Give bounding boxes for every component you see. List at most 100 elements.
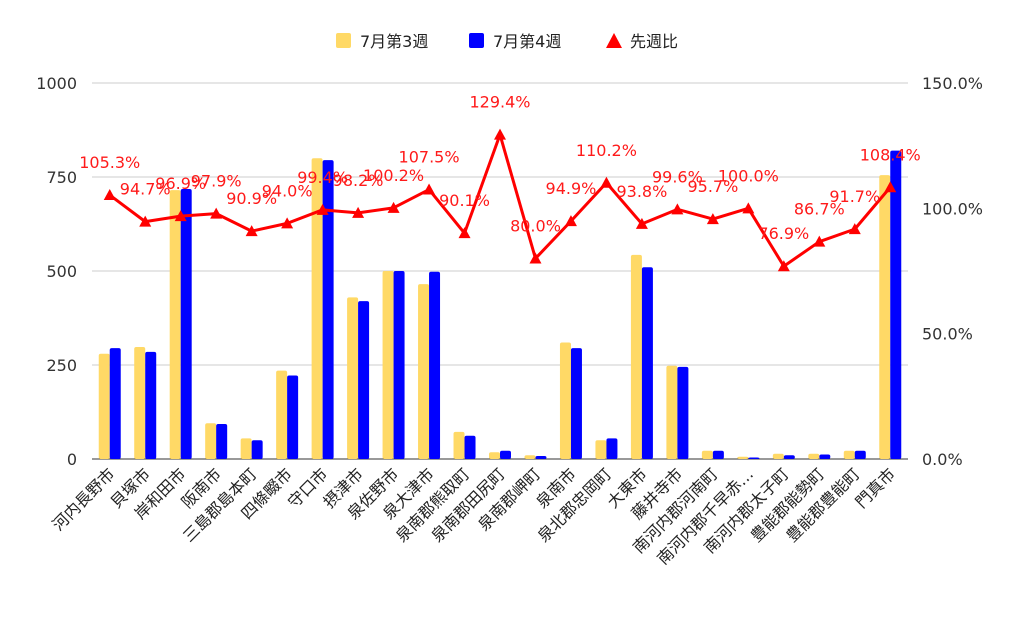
ratio-marker (103, 189, 116, 201)
ratio-marker (423, 183, 436, 195)
ratio-data-label: 100.0% (718, 166, 779, 185)
ratio-data-label: 97.9% (191, 172, 242, 191)
ratio-data-label: 93.8% (616, 182, 667, 201)
ratio-marker (777, 260, 790, 272)
bar-7w3 (843, 450, 855, 459)
ratio-data-label: 108.4% (860, 145, 921, 164)
bar-7w3 (418, 284, 430, 459)
bar-7w3 (134, 346, 146, 459)
x-tick-label: 守口市 (284, 464, 331, 511)
bar-7w4 (500, 450, 511, 459)
ratio-marker (458, 227, 471, 239)
ratio-data-label: 90.1% (439, 191, 490, 210)
bar-7w4 (783, 455, 795, 459)
ratio-data-label: 99.4% (297, 168, 348, 187)
bar-7w4 (145, 351, 157, 459)
bar-7w4 (464, 435, 476, 459)
ratio-marker (706, 213, 719, 225)
ratio-marker (352, 206, 365, 218)
bar-7w3 (595, 440, 607, 459)
bar-7w4 (393, 271, 405, 459)
ratio-marker (635, 217, 648, 229)
y-right-tick-label: 100.0% (922, 199, 983, 218)
bar-7w3 (205, 423, 217, 459)
bar-7w3 (382, 271, 394, 459)
ratio-data-label: 94.0% (262, 181, 313, 200)
y-left-tick-label: 0 (67, 450, 77, 469)
legend-swatch (606, 33, 622, 48)
y-axis-right: 0.0% 50.0% 100.0% 150.0% (922, 74, 983, 469)
bar-7w4 (641, 267, 653, 459)
bar-7w3 (879, 175, 891, 459)
bar-7w3 (240, 438, 252, 459)
ratio-data-label: 98.2% (333, 171, 384, 190)
y-right-tick-label: 150.0% (922, 74, 983, 93)
ratio-data-label: 80.0% (510, 216, 561, 235)
ratio-marker (245, 225, 258, 237)
ratio-data-label: 86.7% (794, 200, 845, 219)
x-tick-label: 門真市 (852, 464, 899, 511)
bar-7w3 (169, 190, 181, 459)
ratio-data-label: 100.2% (363, 166, 424, 185)
y-left-tick-label: 500 (46, 262, 77, 281)
bar-7w4 (748, 457, 760, 459)
bar-7w4 (712, 450, 724, 459)
y-left-tick-label: 250 (46, 356, 77, 375)
ratio-marker (281, 217, 294, 229)
ratio-marker (884, 181, 897, 193)
bar-7w3 (666, 365, 678, 459)
ratio-data-label: 107.5% (399, 148, 460, 167)
legend-swatch (336, 33, 351, 48)
ratio-marker (813, 235, 826, 247)
ratio-marker (316, 203, 329, 215)
bar-7w3 (276, 370, 288, 459)
ratio-marker (494, 128, 506, 140)
bar-7w3 (98, 353, 110, 459)
y-left-tick-label: 1000 (36, 74, 77, 93)
ratio-data-label: 94.9% (546, 179, 597, 198)
ratio-data-label: 105.3% (79, 153, 140, 172)
ratio-line: 105.3% 94.7%96.9%97.9%90.9%94.0%99.4%98.2… (79, 93, 921, 272)
bar-7w4 (216, 424, 228, 459)
bar-7w4 (180, 189, 192, 460)
bar-7w3 (489, 452, 500, 459)
ratio-data-label: 110.2% (576, 141, 637, 160)
ratio-data-label: 94.7% (120, 180, 171, 199)
bars (98, 150, 902, 460)
bar-7w3 (453, 431, 465, 459)
ratio-data-label: 129.4% (469, 93, 530, 112)
bar-7w4 (358, 301, 370, 459)
ratio-marker (529, 252, 542, 264)
bar-7w4 (606, 438, 618, 459)
bar-7w3 (772, 453, 784, 459)
legend-label: 7月第3週 (360, 32, 428, 51)
bar-7w4 (677, 366, 689, 459)
bar-7w4 (429, 271, 441, 459)
ratio-data-label: 99.6% (652, 167, 703, 186)
legend: 7月第3週 7月第4週 先週比 (336, 32, 678, 51)
y-left-tick-label: 750 (46, 168, 77, 187)
ratio-marker (671, 203, 684, 215)
legend-label: 7月第4週 (493, 32, 561, 51)
bar-7w3 (311, 158, 323, 459)
ratio-marker (600, 176, 613, 188)
bar-7w4 (854, 450, 866, 459)
ratio-data-label: 76.9% (758, 224, 809, 243)
y-right-tick-label: 50.0% (922, 325, 973, 344)
bar-7w4 (109, 348, 121, 459)
bar-7w4 (819, 454, 831, 459)
ratio-data-label: 90.9% (226, 189, 277, 208)
bar-7w3 (808, 453, 820, 459)
ratio-data-label: 91.7% (829, 187, 880, 206)
ratio-marker (742, 202, 755, 214)
bar-7w3 (559, 342, 571, 459)
x-axis-labels: 河内長野市貝塚市岸和田市阪南市三島郡島本町四條畷市守口市摂津市泉佐野市泉大津市泉… (49, 464, 900, 568)
ratio-marker (210, 207, 223, 219)
bar-7w4 (322, 160, 334, 459)
bar-7w4 (535, 455, 547, 459)
y-right-tick-label: 0.0% (922, 450, 963, 469)
ratio-marker (564, 215, 577, 227)
bar-7w4 (287, 375, 299, 459)
bar-7w4 (251, 440, 263, 459)
bar-7w3 (347, 297, 359, 459)
